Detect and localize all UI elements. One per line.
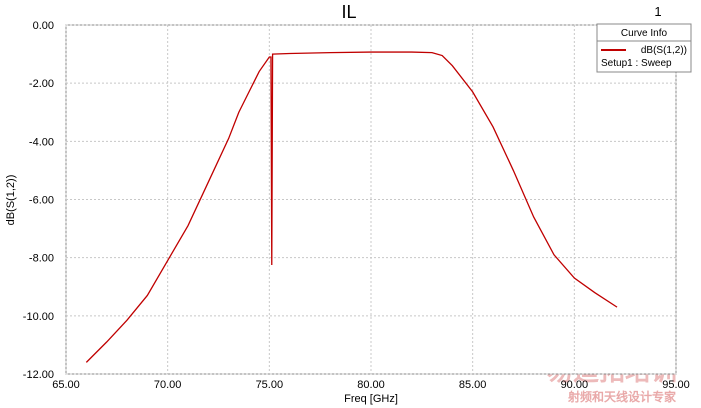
y-tick-label: 0.00 xyxy=(33,20,54,32)
y-tick-label: -6.00 xyxy=(29,195,54,207)
y-tick-label: -8.00 xyxy=(29,253,54,265)
x-axis-label: Freq [GHz] xyxy=(344,393,398,405)
x-tick-label: 65.00 xyxy=(52,379,80,391)
x-tick-label: 90.00 xyxy=(561,379,589,391)
x-tick-label: 75.00 xyxy=(256,379,284,391)
legend-title: Curve Info xyxy=(621,28,668,39)
y-tick-label: -4.00 xyxy=(29,136,54,148)
y-tick-label: -10.00 xyxy=(23,311,54,323)
x-tick-label: 85.00 xyxy=(459,379,487,391)
legend: Curve Info dB(S(1,2)) Setup1 : Sweep xyxy=(596,23,692,73)
legend-box xyxy=(596,23,692,73)
watermark-subtitle: 射频和天线设计专家 xyxy=(567,389,677,404)
y-tick-label: -12.00 xyxy=(23,369,54,381)
chart-title: IL xyxy=(341,2,356,22)
legend-entry: dB(S(1,2)) xyxy=(641,45,687,56)
x-tick-label: 70.00 xyxy=(154,379,182,391)
y-axis-label: dB(S(1,2)) xyxy=(5,175,17,226)
x-tick-label: 95.00 xyxy=(662,379,690,391)
series-line xyxy=(85,51,618,363)
legend-subtitle: Setup1 : Sweep xyxy=(601,58,672,69)
x-tick-label: 80.00 xyxy=(357,379,385,391)
y-tick-label: -2.00 xyxy=(29,78,54,90)
plot-number: 1 xyxy=(654,4,661,19)
